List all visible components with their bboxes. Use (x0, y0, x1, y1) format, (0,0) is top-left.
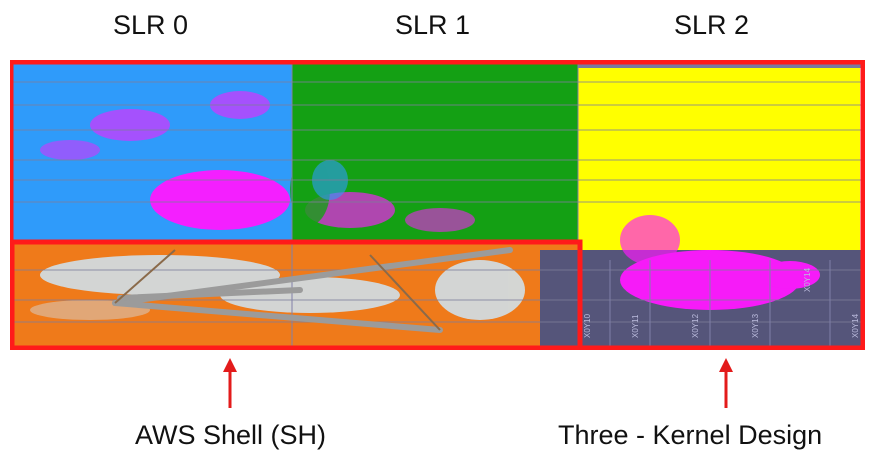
slr-label-0: SLR 0 (113, 10, 189, 40)
clock-region-label: X0Y11 (631, 314, 640, 338)
kernel-caption: Three - Kernel Design (558, 420, 823, 450)
clock-region-label: X0Y12 (691, 313, 700, 338)
slr-label-1: SLR 1 (395, 10, 471, 40)
clock-region-label: X0Y10 (583, 313, 592, 338)
shell-highlight-box (10, 239, 583, 350)
slr-label-2: SLR 2 (674, 10, 750, 40)
fpga-floorplan: X0Y10 X0Y11 X0Y12 X0Y13 X0Y14 X0Y14 (10, 60, 865, 350)
clock-region-label: X0Y14 (803, 267, 812, 292)
clock-region-label: X0Y13 (751, 313, 760, 338)
shell-arrow (223, 358, 237, 408)
congestion-overlay (40, 91, 820, 310)
kernel-arrow (719, 358, 733, 408)
shell-caption: AWS Shell (SH) (135, 420, 327, 450)
shell-routing-lines (112, 247, 513, 333)
clock-region-label: X0Y14 (851, 313, 860, 338)
